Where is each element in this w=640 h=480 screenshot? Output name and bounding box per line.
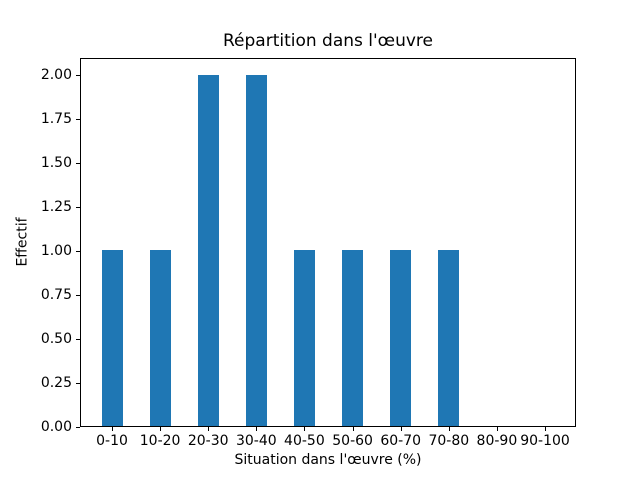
y-tick-label-1.25: 1.25: [40, 198, 72, 215]
y-tick-label-1.50: 1.50: [40, 154, 72, 171]
bar-30-40: [245, 74, 267, 426]
bar-10-20: [149, 250, 171, 426]
x-axis-label: Situation dans l'œuvre (%): [234, 452, 422, 468]
y-tick-label-0.75: 0.75: [40, 286, 72, 303]
x-tick-mark: [160, 427, 162, 431]
x-tick-mark: [400, 427, 402, 431]
x-tick-label-0-10: 0-10: [96, 433, 128, 449]
bar-70-80: [438, 250, 460, 426]
x-tick-mark: [256, 427, 258, 431]
y-tick-mark: [76, 162, 80, 164]
y-tick-mark: [76, 426, 80, 428]
x-tick-mark: [304, 427, 306, 431]
y-tick-mark: [76, 206, 80, 208]
x-tick-label-70-80: 70-80: [428, 433, 470, 449]
x-tick-mark: [545, 427, 546, 431]
bar-20-30: [197, 74, 219, 426]
x-tick-label-80-90: 80-90: [476, 433, 518, 449]
y-tick-mark: [76, 119, 80, 120]
y-tick-mark: [76, 250, 80, 252]
y-tick-label-0.00: 0.00: [40, 418, 72, 435]
x-tick-label-50-60: 50-60: [332, 433, 373, 449]
bar-60-70: [390, 250, 412, 426]
y-tick-mark: [76, 75, 80, 77]
x-tick-mark: [448, 427, 450, 431]
x-tick-label-20-30: 20-30: [187, 433, 229, 449]
x-tick-label-90-100: 90-100: [520, 433, 570, 449]
bar-0-10: [101, 250, 123, 426]
x-tick-mark: [352, 427, 354, 431]
x-tick-label-60-70: 60-70: [380, 433, 422, 449]
x-tick-mark: [208, 427, 210, 431]
y-tick-mark: [76, 338, 80, 340]
y-tick-mark: [76, 294, 80, 296]
x-tick-mark: [496, 427, 498, 431]
x-tick-label-30-40: 30-40: [235, 433, 277, 449]
bar-40-50: [293, 250, 315, 426]
x-tick-label-10-20: 10-20: [139, 433, 181, 449]
y-axis-label: Effectif: [14, 217, 31, 267]
x-tick-label-40-50: 40-50: [284, 433, 325, 449]
y-tick-label-1.00: 1.00: [40, 242, 72, 259]
y-tick-label-0.25: 0.25: [40, 374, 72, 391]
y-tick-label-2.00: 2.00: [40, 67, 72, 84]
x-tick-mark: [112, 427, 113, 431]
chart-title: Répartition dans l'œuvre: [222, 31, 433, 51]
bar-50-60: [342, 250, 364, 426]
y-tick-label-1.75: 1.75: [40, 111, 72, 127]
y-tick-label-0.50: 0.50: [40, 330, 72, 347]
y-tick-mark: [76, 382, 80, 384]
plot-area: [80, 58, 576, 427]
